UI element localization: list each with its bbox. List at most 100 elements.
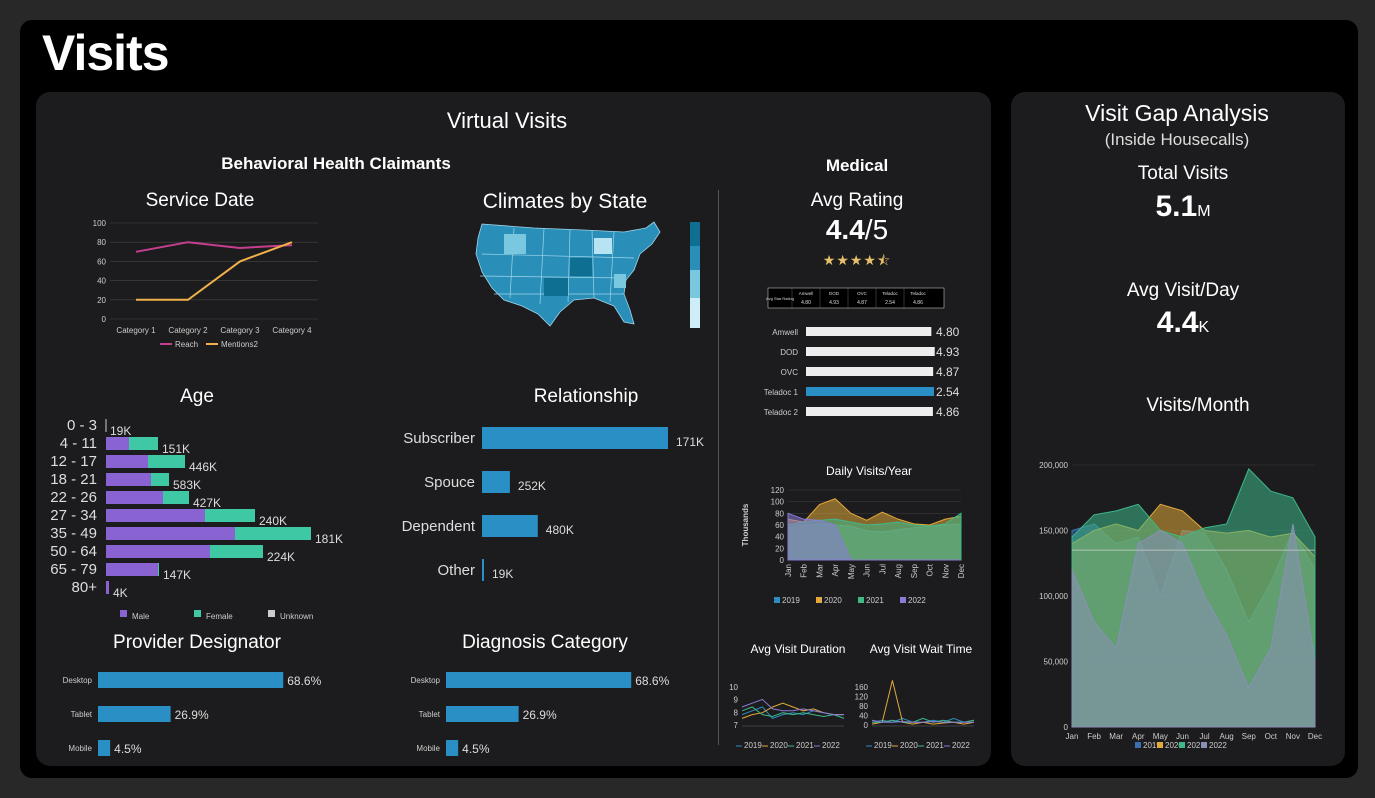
y-tick-label: 120 (855, 693, 869, 702)
relationship-value: 19K (492, 567, 513, 581)
visits-month-title: Visits/Month (1146, 395, 1250, 416)
age-category-label: 65 - 79 (50, 561, 97, 578)
age-bar-female (151, 473, 169, 486)
x-tick-label: May (847, 564, 856, 579)
y-tick-label: 100,000 (1039, 592, 1068, 601)
y-tick-label: 7 (734, 721, 739, 730)
small-series-line (871, 719, 974, 723)
percent-value: 26.9% (175, 708, 209, 722)
small-series-line (741, 706, 844, 719)
provider-chart: Desktop 68.6% Tablet 26.9% Mobile 4.5% (63, 672, 322, 756)
age-bar-male (106, 473, 151, 486)
y-tick-label: 80 (97, 238, 106, 247)
legend-label: 2019 (744, 741, 762, 750)
rating-bar (806, 347, 935, 356)
gap-title: Visit Gap Analysis (1085, 100, 1269, 126)
legend-label: 2021 (1187, 741, 1205, 750)
age-bar-male (106, 581, 109, 594)
percent-value: 4.5% (114, 742, 142, 756)
area-2022 (1071, 523, 1316, 728)
y-tick-label: 40 (97, 277, 106, 286)
legend-swatch-4 (690, 298, 700, 328)
x-tick-label: Dec (1308, 732, 1322, 741)
legend-label: Male (132, 612, 150, 621)
age-value-label: 224K (267, 550, 295, 564)
y-tick-label: 200,000 (1039, 461, 1068, 470)
relationship-value: 171K (676, 435, 704, 449)
x-tick-label: Dec (957, 564, 966, 578)
x-tick-label: Feb (1087, 732, 1101, 741)
service-date-title: Service Date (145, 190, 255, 211)
relationship-label: Spouce (424, 474, 475, 491)
x-tick-label: Apr (831, 564, 840, 577)
category-label: Mobile (68, 744, 92, 753)
us-map (475, 221, 700, 328)
y-tick-label: 150,000 (1039, 527, 1068, 536)
legend-label: Unknown (280, 612, 313, 621)
x-tick-label: May (1153, 732, 1168, 741)
y-tick-label: 160 (855, 683, 869, 692)
small-series-line (741, 706, 845, 719)
x-tick-label: Sep (1242, 732, 1257, 741)
y-tick-label: 100 (771, 498, 785, 507)
y-tick-label: 0 (102, 315, 107, 324)
table-cell: 4.80 (801, 300, 811, 306)
table-cell: 4.87 (857, 300, 867, 306)
x-tick-label: Apr (1132, 732, 1145, 741)
age-category-label: 0 - 3 (67, 417, 97, 434)
rating-label: DOD (780, 348, 798, 357)
avg-wait-title: Avg Visit Wait Time (869, 642, 973, 656)
service-date-chart: 100 80 60 40 20 0 Category 1 Category 2 Category… (93, 219, 318, 349)
rating-label: Teladoc 1 (764, 388, 799, 397)
age-category-label: 80+ (72, 579, 98, 596)
category-label: Tablet (71, 710, 93, 719)
percent-bar (98, 740, 111, 756)
rating-value: 4.86 (936, 405, 960, 419)
age-category-label: 4 - 11 (60, 435, 97, 452)
legend-swatch (900, 597, 906, 603)
x-tick-label: Category 2 (168, 326, 208, 335)
table-cell: 2.54 (885, 300, 895, 306)
age-category-label: 35 - 49 (50, 525, 97, 542)
legend-label: 2021 (926, 741, 944, 750)
relationship-label: Subscriber (403, 430, 475, 447)
area-2022 (787, 512, 961, 561)
rating-value: 4.87 (936, 365, 960, 379)
x-tick-label: Jun (1176, 732, 1189, 741)
age-category-label: 50 - 64 (50, 543, 97, 560)
x-tick-label: Sep (910, 563, 919, 578)
y-axis-label: Thousands (741, 503, 750, 546)
gap-subtitle: (Inside Housecalls) (1104, 130, 1250, 149)
avg-visit-day-number: 4.4 (1156, 306, 1199, 339)
table-col-header: Teladoc (910, 291, 926, 296)
rating-label: Amwell (772, 328, 798, 337)
y-tick-label: 0 (780, 556, 785, 565)
avg-duration-title: Avg Visit Duration (750, 642, 846, 656)
legend-label: 2019 (874, 741, 892, 750)
legend-label: 2020 (900, 741, 918, 750)
provider-title: Provider Designator (113, 632, 281, 653)
x-tick-label: Mar (1109, 732, 1123, 741)
category-label: Mobile (416, 744, 440, 753)
legend-swatch-2 (690, 246, 700, 270)
table-col-header: OVC (857, 291, 868, 296)
diagnosis-chart: Desktop 68.6% Tablet 26.9% Mobile 4.5% (411, 672, 670, 756)
table-header: Avg Star Rating (766, 296, 794, 301)
total-visits-value: 5.1M (1155, 190, 1210, 224)
x-tick-label: Category 3 (220, 326, 260, 335)
x-tick-label: Aug (1220, 732, 1234, 741)
age-bar-male (106, 563, 158, 576)
y-tick-label: 120 (771, 486, 785, 495)
percent-bar (98, 706, 171, 722)
x-tick-label: Category 1 (116, 326, 156, 335)
relationship-bar (482, 559, 484, 581)
avg-rating-value: 4.4/5 (826, 214, 888, 246)
rating-value: 4.93 (936, 345, 960, 359)
avg-duration-chart: 10 9 8 7 2019 2020 2021 2022 (729, 683, 845, 750)
age-bar-female (210, 545, 263, 558)
rating-label: OVC (781, 368, 799, 377)
y-tick-label: 100 (93, 219, 107, 228)
x-tick-label: Aug (894, 564, 903, 578)
relationship-label: Dependent (402, 518, 476, 535)
table-col-header: Teladoc (882, 291, 898, 296)
